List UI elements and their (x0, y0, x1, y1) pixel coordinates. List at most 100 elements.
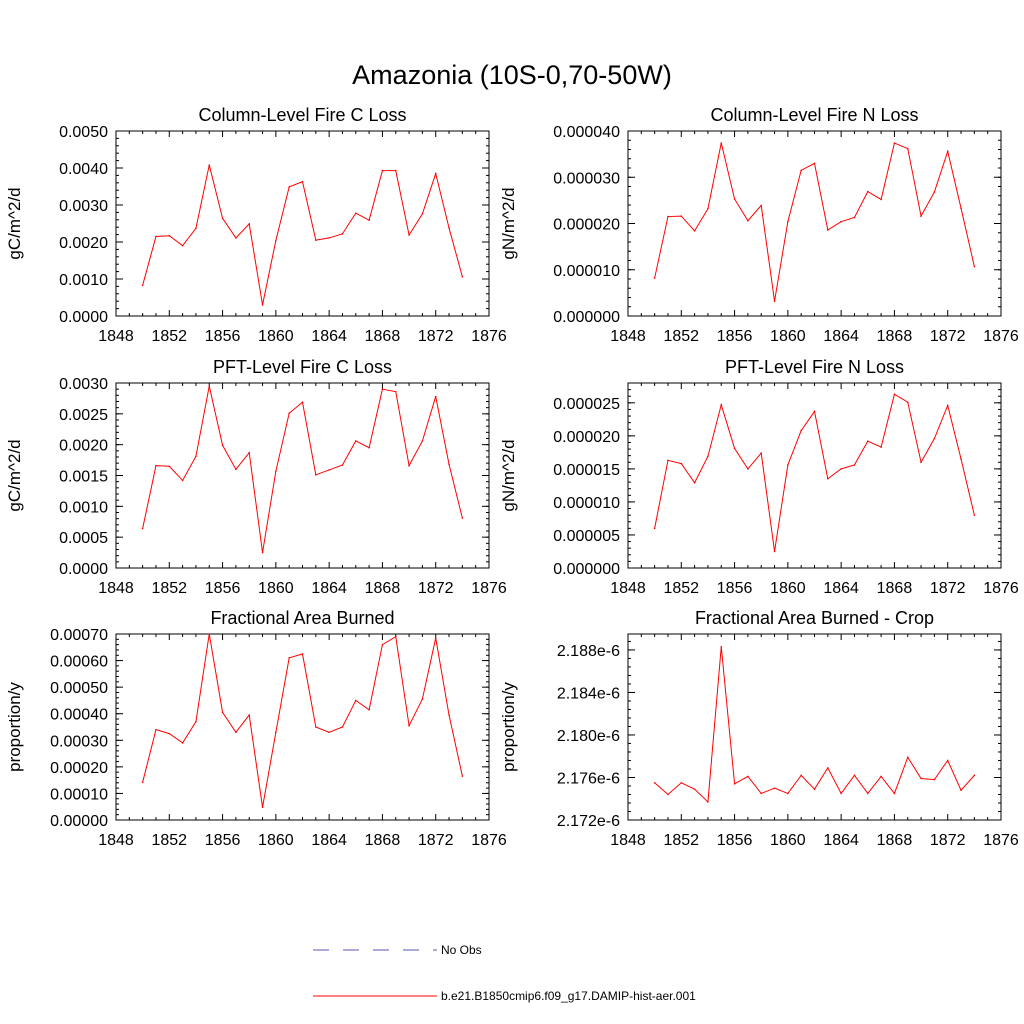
y-tick-label: 2.188e-6 (557, 643, 620, 660)
data-point (800, 429, 802, 432)
data-point (381, 169, 384, 172)
x-tick-label: 1868 (877, 832, 913, 849)
x-tick-label: 1864 (311, 580, 347, 597)
data-point (960, 458, 962, 460)
y-tick-label: 2.172e-6 (557, 813, 620, 830)
data-point (195, 720, 197, 723)
y-tick-label: 0.000005 (553, 528, 620, 545)
data-point (141, 284, 144, 287)
data-point (261, 806, 264, 809)
panel-title: Fractional Area Burned (210, 608, 394, 628)
y-tick-label: 0.000010 (553, 495, 620, 512)
data-point (408, 464, 410, 467)
data-point (248, 223, 251, 225)
data-point (693, 481, 696, 484)
data-point (421, 213, 424, 215)
data-point (720, 645, 723, 648)
data-point (168, 465, 171, 468)
y-tick-label: 0.000015 (553, 462, 620, 479)
data-point (181, 244, 184, 247)
data-point (906, 401, 909, 403)
data-point (680, 462, 683, 465)
x-tick-label: 1876 (471, 580, 507, 597)
y-axis-label: gC/m^2/d (5, 187, 24, 259)
data-point (461, 517, 464, 519)
y-tick-label: 2.180e-6 (557, 728, 620, 745)
data-point (880, 775, 882, 778)
x-tick-label: 1864 (823, 580, 859, 597)
y-tick-label: 0.0020 (59, 438, 108, 455)
series-line (142, 633, 463, 808)
x-tick-label: 1876 (983, 580, 1019, 597)
x-tick-label: 1876 (983, 328, 1019, 345)
data-point (461, 275, 464, 278)
data-point (800, 774, 802, 777)
data-point (747, 219, 749, 222)
data-point (381, 643, 384, 646)
panel-title: Fractional Area Burned - Crop (695, 608, 934, 628)
y-axis-label: proportion/y (5, 682, 24, 772)
x-tick-label: 1872 (418, 328, 454, 345)
data-point (760, 204, 763, 207)
data-point (920, 461, 922, 464)
data-point (720, 404, 723, 406)
x-tick-label: 1876 (471, 328, 507, 345)
x-tick-label: 1852 (151, 580, 187, 597)
data-point (448, 227, 450, 229)
data-point (960, 207, 962, 210)
plot-frame (115, 633, 490, 821)
data-point (434, 172, 437, 175)
series-line (142, 385, 463, 553)
data-point (301, 401, 304, 403)
x-tick-label: 1856 (205, 580, 241, 597)
legend: No Obs b.e21.B1850cmip6.f09_g17.DAMIP-hi… (313, 943, 696, 1003)
data-point (181, 742, 184, 744)
data-point (920, 215, 922, 217)
data-point (827, 229, 829, 231)
x-tick-label: 1868 (365, 328, 401, 345)
panel-title: PFT-Level Fire N Loss (725, 357, 904, 377)
data-point (155, 235, 157, 238)
x-tick-label: 1864 (823, 832, 859, 849)
data-point (368, 708, 370, 711)
data-point (394, 169, 397, 172)
data-point (168, 234, 171, 237)
x-tick-label: 1868 (877, 580, 913, 597)
data-point (328, 731, 330, 734)
data-point (301, 180, 304, 183)
data-point (275, 731, 277, 734)
data-point (893, 142, 896, 144)
y-tick-label: 0.00050 (50, 680, 108, 697)
y-tick-label: 0.0005 (59, 530, 108, 547)
x-tick-label: 1860 (770, 832, 806, 849)
x-tick-label: 1872 (418, 580, 454, 597)
x-tick-label: 1872 (418, 832, 454, 849)
data-point (973, 774, 976, 777)
x-tick-label: 1872 (930, 832, 966, 849)
y-tick-label: 0.00060 (50, 654, 108, 671)
data-point (315, 239, 317, 241)
data-point (328, 469, 330, 471)
y-tick-label: 0.00040 (50, 707, 108, 724)
data-point (653, 527, 656, 530)
data-point (680, 215, 683, 217)
x-tick-label: 1860 (258, 832, 294, 849)
data-point (906, 756, 909, 759)
data-point (813, 410, 816, 413)
data-point (381, 388, 384, 390)
y-axis-label: gN/m^2/d (499, 439, 518, 511)
data-point (341, 726, 344, 728)
data-point (315, 474, 317, 476)
data-point (960, 789, 962, 792)
data-point (906, 147, 909, 150)
data-point (288, 412, 290, 415)
x-tick-label: 1860 (258, 328, 294, 345)
data-point (707, 455, 709, 458)
y-tick-label: 2.184e-6 (557, 685, 620, 702)
data-point (141, 527, 144, 530)
y-tick-label: 0.0010 (59, 272, 108, 289)
x-tick-label: 1852 (151, 328, 187, 345)
data-point (434, 637, 437, 639)
y-tick-label: 0.000010 (553, 263, 620, 280)
data-point (920, 777, 922, 780)
